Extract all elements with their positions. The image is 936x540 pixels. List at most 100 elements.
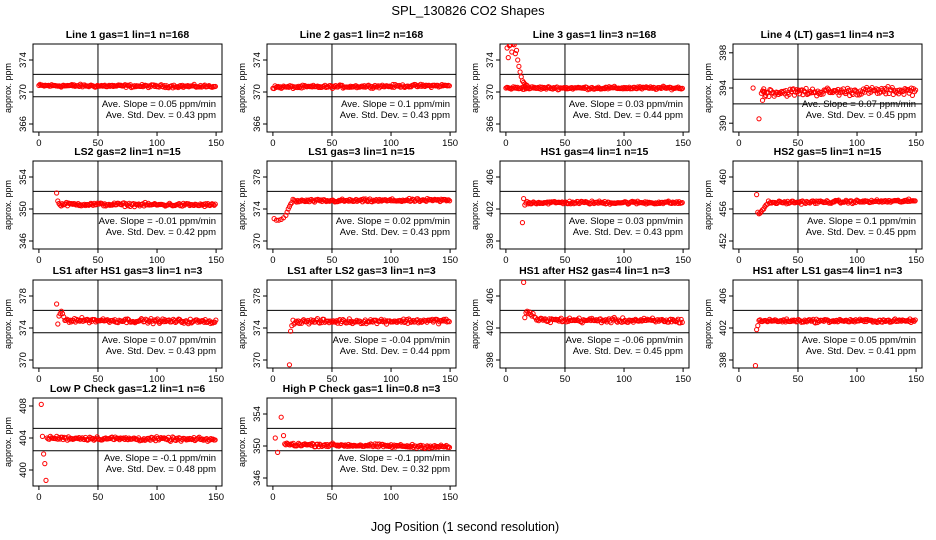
slope-annotation: Ave. Slope = -0.1 ppm/min <box>104 453 216 464</box>
data-point <box>852 87 858 93</box>
x-tick-label: 100 <box>616 255 632 266</box>
x-tick-label: 100 <box>383 138 399 149</box>
data-points <box>750 84 919 122</box>
panel-title: Line 1 gas=1 lin=1 n=168 <box>66 29 190 41</box>
std-dev-annotation: Ave. Std. Dev. = 0.43 ppm <box>340 110 450 121</box>
data-point <box>39 433 46 439</box>
slope-annotation: Ave. Slope = 0.03 ppm/min <box>569 99 683 110</box>
x-tick-label: 150 <box>442 255 458 266</box>
x-tick-label: 50 <box>793 255 804 266</box>
y-tick-label: 402 <box>718 320 729 336</box>
std-dev-annotation: Ave. Std. Dev. = 0.45 ppm <box>573 346 683 357</box>
x-tick-label: 100 <box>149 255 165 266</box>
data-point <box>278 414 284 420</box>
data-point <box>750 85 756 91</box>
y-tick-label: 374 <box>252 320 263 336</box>
panel-title: LS1 after LS2 gas=3 lin=1 n=3 <box>287 265 436 277</box>
y-axis-label: approx. ppm <box>237 180 247 230</box>
data-point <box>515 57 521 63</box>
data-point <box>679 85 685 92</box>
y-tick-label: 354 <box>252 406 263 422</box>
data-point <box>883 91 889 97</box>
figure-title: SPL_130826 CO2 Shapes <box>391 3 545 18</box>
y-tick-label: 378 <box>252 288 263 304</box>
y-axis-label: approx. ppm <box>237 299 247 349</box>
x-tick-label: 50 <box>560 138 571 149</box>
y-tick-label: 460 <box>718 169 729 185</box>
data-point <box>522 315 528 321</box>
x-tick-label: 100 <box>149 374 165 385</box>
data-points <box>38 401 218 483</box>
panel-title: HS1 after LS1 gas=4 lin=1 n=3 <box>753 265 903 277</box>
data-points <box>752 316 918 368</box>
y-tick-label: 366 <box>18 116 29 132</box>
panel-3: Line 3 gas=1 lin=3 n=168 approx. ppm 0 50 10… <box>470 29 691 149</box>
data-points <box>754 192 918 217</box>
figure-x-axis-label: Jog Position (1 second resolution) <box>371 520 559 534</box>
slope-annotation: Ave. Slope = 0.07 ppm/min <box>802 99 916 110</box>
panel-13: Low P Check gas=1.2 lin=1 n=6 approx. ppm… <box>3 383 224 503</box>
y-axis-label: approx. ppm <box>703 180 713 230</box>
data-point <box>580 84 587 91</box>
x-tick-label: 150 <box>208 138 224 149</box>
data-point <box>174 435 180 441</box>
data-point <box>629 198 635 204</box>
panel-title: HS2 gas=5 lin=1 n=15 <box>774 146 882 158</box>
slope-annotation: Ave. Slope = 0.07 ppm/min <box>102 335 216 346</box>
data-point <box>43 477 49 483</box>
x-tick-label: 100 <box>383 492 399 503</box>
x-tick-label: 150 <box>675 255 691 266</box>
y-tick-label: 370 <box>252 233 263 249</box>
x-tick-label: 150 <box>442 138 458 149</box>
panel-title: Line 3 gas=1 lin=3 n=168 <box>533 29 657 41</box>
data-point <box>444 319 450 325</box>
x-tick-label: 0 <box>736 138 741 149</box>
y-tick-label: 456 <box>718 201 729 217</box>
data-point <box>635 84 641 90</box>
y-tick-label: 366 <box>252 116 263 132</box>
y-tick-label: 370 <box>252 84 263 100</box>
std-dev-annotation: Ave. Std. Dev. = 0.43 ppm <box>106 110 216 121</box>
std-dev-annotation: Ave. Std. Dev. = 0.43 ppm <box>340 227 450 238</box>
x-tick-label: 50 <box>93 138 104 149</box>
data-point <box>505 55 511 61</box>
data-point <box>137 438 143 444</box>
data-point <box>783 201 790 207</box>
panel-title: High P Check gas=1 lin=0.8 n=3 <box>283 383 441 395</box>
std-dev-annotation: Ave. Std. Dev. = 0.45 ppm <box>806 110 916 121</box>
data-point <box>754 192 760 198</box>
y-axis-label: approx. ppm <box>237 417 247 467</box>
plot-frame <box>266 160 457 250</box>
std-dev-annotation: Ave. Std. Dev. = 0.41 ppm <box>806 346 916 357</box>
data-point <box>652 201 658 207</box>
x-tick-label: 150 <box>908 255 924 266</box>
panel-title: Line 4 (LT) gas=1 lin=4 n=3 <box>761 29 895 41</box>
plot-frame <box>499 43 690 133</box>
y-tick-label: 366 <box>485 116 496 132</box>
data-point <box>678 316 684 323</box>
data-point <box>530 311 536 317</box>
slope-annotation: Ave. Slope = -0.1 ppm/min <box>338 453 450 464</box>
y-tick-label: 406 <box>718 288 729 304</box>
y-axis-label: approx. ppm <box>3 63 13 113</box>
y-tick-label: 406 <box>485 288 496 304</box>
plot-frame <box>32 397 223 487</box>
slope-annotation: Ave. Slope = 0.1 ppm/min <box>807 216 916 227</box>
x-tick-label: 0 <box>503 138 508 149</box>
data-point <box>780 200 786 206</box>
y-tick-label: 398 <box>718 352 729 368</box>
x-tick-label: 150 <box>442 492 458 503</box>
panel-6: LS1 gas=3 lin=1 n=15 approx. ppm 0 50 100 150… <box>237 146 458 266</box>
data-point <box>154 316 160 322</box>
y-tick-label: 354 <box>18 169 29 185</box>
data-point <box>836 92 842 98</box>
data-point <box>276 217 282 223</box>
data-point <box>909 92 916 98</box>
panel-title: LS1 gas=3 lin=1 n=15 <box>308 146 415 158</box>
slope-annotation: Ave. Slope = -0.06 ppm/min <box>566 335 683 346</box>
x-tick-label: 150 <box>208 374 224 385</box>
data-point <box>766 93 772 100</box>
x-tick-label: 100 <box>849 374 865 385</box>
y-tick-label: 350 <box>252 438 263 454</box>
data-point <box>213 317 219 323</box>
